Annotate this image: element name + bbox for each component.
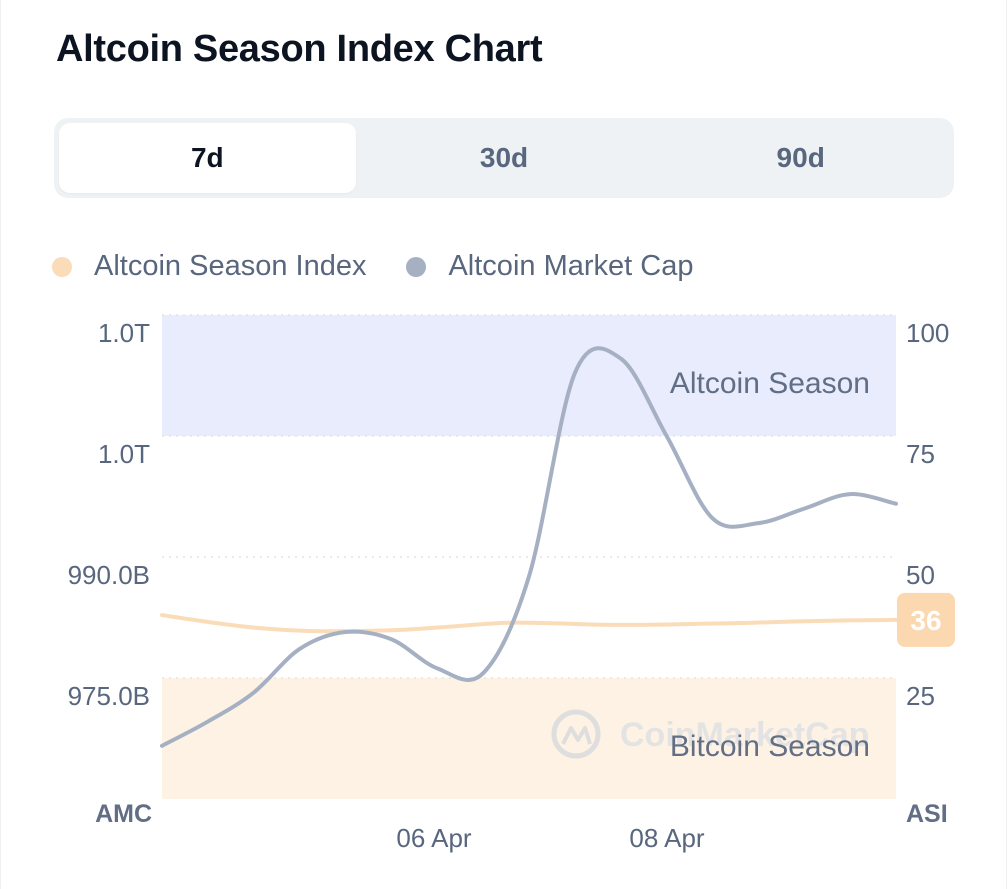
right-axis-tick: 100 xyxy=(906,318,949,348)
altcoin-season-band xyxy=(162,315,896,436)
altcoin-market-cap-line xyxy=(160,346,898,748)
legend-dot-amc xyxy=(406,256,427,277)
altcoin-season-label: Altcoin Season xyxy=(670,367,870,400)
bitcoin-season-band xyxy=(162,678,896,799)
legend-item-asi[interactable]: Altcoin Season Index xyxy=(52,250,366,283)
x-axis-tick: 06 Apr xyxy=(396,823,472,853)
legend-label-asi: Altcoin Season Index xyxy=(94,250,367,282)
current-value-badge xyxy=(897,592,955,647)
coinmarketcap-logo-mark xyxy=(561,726,592,745)
tab-90d[interactable]: 90d xyxy=(776,142,825,173)
card-border-left xyxy=(0,0,1,889)
coinmarketcap-logo-icon xyxy=(551,709,601,759)
altcoin-season-index-line xyxy=(160,613,898,634)
right-axis-tick: 50 xyxy=(906,560,935,590)
legend-label-amc: Altcoin Market Cap xyxy=(448,250,694,282)
right-axis-tick: 25 xyxy=(906,681,935,711)
watermark: CoinMarketCap xyxy=(551,709,869,759)
left-axis-tick: 990.0B xyxy=(68,560,150,590)
right-axis-tick: 75 xyxy=(906,439,935,469)
right-axis-label: ASI xyxy=(906,800,948,828)
x-axis-tick: 08 Apr xyxy=(629,823,705,853)
tab-30d[interactable]: 30d xyxy=(479,142,529,173)
legend-dot-asi xyxy=(52,256,72,277)
chart-title: Altcoin Season Index Chart xyxy=(56,28,543,70)
left-axis-tick: 1.0T xyxy=(98,439,150,469)
left-axis-label: AMC xyxy=(95,800,152,828)
legend-item-amc[interactable]: Altcoin Market Cap xyxy=(406,250,693,283)
chart-canvas: CoinMarketCap Altcoin Season Bitcoin Seas… xyxy=(68,314,955,853)
left-axis-tick: 1.0T xyxy=(98,318,150,348)
bitcoin-season-label: Bitcoin Season xyxy=(670,730,870,763)
watermark-text: CoinMarketCap xyxy=(620,716,869,754)
chart-legend: Altcoin Season Index Altcoin Market Cap xyxy=(52,250,733,283)
timeframe-tabs: 7d 30d 90d xyxy=(54,118,954,198)
current-value-badge-text: 36 xyxy=(910,605,941,636)
left-axis-tick: 975.0B xyxy=(68,681,150,711)
tab-7d[interactable]: 7d xyxy=(59,123,356,193)
